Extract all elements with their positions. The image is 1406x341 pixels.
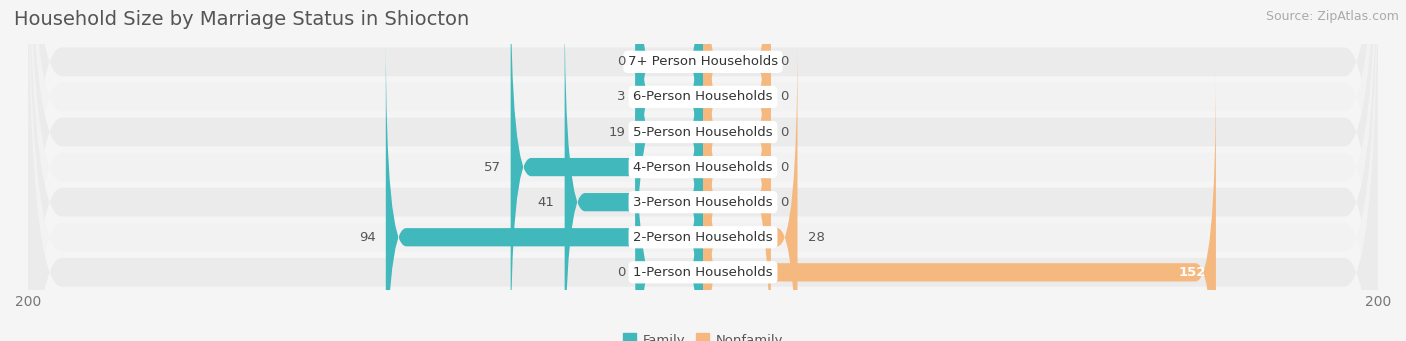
FancyBboxPatch shape [28, 0, 1378, 341]
Text: 94: 94 [359, 231, 375, 244]
FancyBboxPatch shape [28, 0, 1378, 341]
FancyBboxPatch shape [703, 36, 797, 341]
FancyBboxPatch shape [28, 0, 1378, 341]
Text: 41: 41 [537, 196, 554, 209]
Text: 0: 0 [780, 55, 789, 68]
FancyBboxPatch shape [28, 0, 1378, 341]
Text: 0: 0 [617, 266, 626, 279]
Text: 4-Person Households: 4-Person Households [633, 161, 773, 174]
Text: 152: 152 [1178, 266, 1206, 279]
FancyBboxPatch shape [28, 0, 1378, 341]
Text: 3-Person Households: 3-Person Households [633, 196, 773, 209]
Text: 0: 0 [780, 161, 789, 174]
FancyBboxPatch shape [28, 0, 1378, 341]
FancyBboxPatch shape [510, 0, 703, 341]
FancyBboxPatch shape [636, 0, 703, 298]
Text: 0: 0 [780, 196, 789, 209]
FancyBboxPatch shape [703, 0, 770, 333]
FancyBboxPatch shape [703, 71, 1216, 341]
Text: 7+ Person Households: 7+ Person Households [628, 55, 778, 68]
FancyBboxPatch shape [636, 0, 703, 333]
FancyBboxPatch shape [385, 36, 703, 341]
Text: Source: ZipAtlas.com: Source: ZipAtlas.com [1265, 10, 1399, 23]
Text: 0: 0 [780, 90, 789, 103]
FancyBboxPatch shape [636, 0, 703, 263]
Text: 6-Person Households: 6-Person Households [633, 90, 773, 103]
Text: 57: 57 [484, 161, 501, 174]
Text: 2-Person Households: 2-Person Households [633, 231, 773, 244]
FancyBboxPatch shape [703, 1, 770, 341]
Legend: Family, Nonfamily: Family, Nonfamily [617, 328, 789, 341]
Text: 5-Person Households: 5-Person Households [633, 125, 773, 138]
Text: 1-Person Households: 1-Person Households [633, 266, 773, 279]
Text: Household Size by Marriage Status in Shiocton: Household Size by Marriage Status in Shi… [14, 10, 470, 29]
FancyBboxPatch shape [636, 71, 703, 341]
Text: 0: 0 [780, 125, 789, 138]
Text: 19: 19 [609, 125, 626, 138]
Text: 3: 3 [617, 90, 626, 103]
FancyBboxPatch shape [565, 1, 703, 341]
FancyBboxPatch shape [703, 0, 770, 341]
Text: 0: 0 [617, 55, 626, 68]
Text: 28: 28 [807, 231, 824, 244]
FancyBboxPatch shape [703, 0, 770, 298]
FancyBboxPatch shape [28, 0, 1378, 341]
FancyBboxPatch shape [703, 0, 770, 263]
